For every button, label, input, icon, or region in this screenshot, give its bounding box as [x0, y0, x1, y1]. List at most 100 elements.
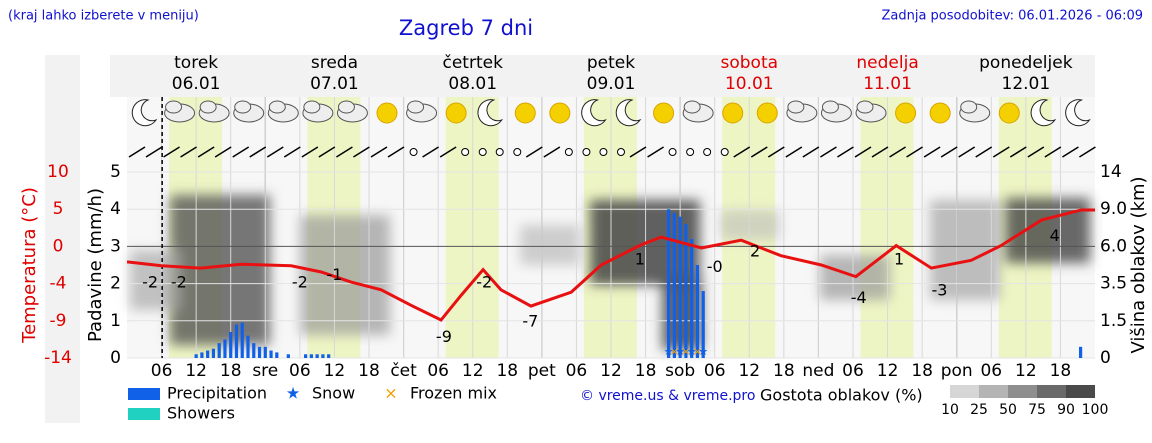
- precip-bar: [275, 352, 279, 358]
- wind-calm: [686, 148, 695, 156]
- precip-bar: [695, 265, 700, 358]
- frozen-marker: ×: [681, 345, 690, 358]
- frozen-marker: ×: [693, 345, 702, 358]
- snow-marker: ★: [675, 345, 685, 358]
- y-tick-label: 4: [110, 199, 121, 219]
- precip-bar: [701, 291, 705, 358]
- wind-calm: [703, 148, 712, 156]
- wind-barb: [923, 146, 941, 158]
- wind-barb: [370, 146, 388, 158]
- precip-bar: [206, 350, 210, 358]
- wind-barb: [301, 146, 319, 158]
- colorbar-cell: [979, 385, 1008, 398]
- wind-barb: [145, 146, 163, 158]
- x-tick-label: ned: [802, 361, 834, 381]
- precip-bar: [252, 343, 256, 358]
- wind-barb: [889, 146, 906, 158]
- wind-barb: [975, 146, 993, 158]
- wind-barb: [992, 146, 1010, 158]
- updated: Zadnja posodobitev: 06.01.2026 - 06:09: [881, 9, 1143, 24]
- wind-barb: [1062, 146, 1079, 158]
- x-tick-label: 18: [496, 361, 518, 381]
- day-date: 11.01: [863, 74, 912, 94]
- day-name: četrtek: [442, 53, 503, 73]
- weather-icon: [1065, 99, 1091, 127]
- precip-bar: [690, 238, 694, 358]
- precip-bar: [309, 354, 313, 358]
- precip-bar: [240, 322, 244, 358]
- side-panel: [45, 55, 80, 423]
- x-tick-label: sre: [252, 361, 278, 381]
- colorbar-cell: [1066, 385, 1095, 398]
- x-tick-label: 12: [600, 361, 622, 381]
- weather-icon: [1030, 99, 1057, 127]
- wind-barb: [871, 146, 889, 158]
- temperature-axis-title: Temperatura (°C): [19, 187, 40, 344]
- precip-bar: [1078, 346, 1083, 358]
- temperature-extreme: -2: [476, 273, 492, 292]
- colorbar-label: 75: [1028, 402, 1046, 418]
- day-name: sobota: [721, 53, 779, 73]
- x-tick-label: 06: [980, 361, 1002, 381]
- precip-bar: [223, 339, 227, 358]
- weather-icon: [549, 102, 571, 124]
- day-date: 09.01: [587, 74, 636, 94]
- colorbar-label: 100: [1082, 402, 1109, 418]
- y-axis-title: Padavine (mm/h): [85, 188, 106, 342]
- wind-barb: [854, 146, 872, 158]
- legend-label: Frozen mix: [410, 384, 497, 403]
- day-date: 06.01: [172, 74, 221, 94]
- weather-icon: [787, 100, 805, 114]
- precip-bar: [304, 354, 308, 358]
- temperature-extreme: -3: [931, 280, 947, 299]
- wind-barb: [214, 146, 232, 158]
- precip-bar: [684, 224, 688, 358]
- colorbar-cell: [950, 385, 979, 398]
- colorbar-cell: [1037, 385, 1066, 398]
- wind-barb: [422, 146, 439, 158]
- x-tick-label: 12: [185, 361, 207, 381]
- plot: ★ ★ ★ ★× × ×-2 -2 -2 -1-9-2-71 -02-41-34: [126, 97, 1096, 359]
- x-tick-label: 06: [289, 361, 311, 381]
- wind-calm: [513, 148, 522, 156]
- temperature-extreme: -2: [142, 273, 158, 292]
- temperature-extreme: 1: [635, 249, 645, 268]
- weather-icon: [615, 99, 642, 127]
- wind-barb: [1009, 146, 1027, 158]
- x-tick-label: 06: [566, 361, 588, 381]
- x-tick-label: 12: [324, 361, 346, 381]
- day-date: 10.01: [725, 74, 774, 94]
- x-tick-label: 18: [773, 361, 795, 381]
- x-tick-label: 06: [704, 361, 726, 381]
- snow-marker: ★: [664, 345, 674, 358]
- precip-bar: [667, 209, 671, 358]
- x-tick-label: 18: [1050, 361, 1072, 381]
- wind-barb: [283, 146, 301, 158]
- temperature-tick-label: 10: [47, 162, 69, 182]
- credit: © vreme.us & vreme.pro: [580, 388, 755, 404]
- wind-barb: [958, 146, 976, 158]
- temperature-tick-label: -14: [44, 348, 72, 368]
- colorbar-cell: [1008, 385, 1037, 398]
- day-date: 08.01: [448, 74, 497, 94]
- title: Zagreb 7 dni: [399, 16, 533, 40]
- colorbar-label: 25: [970, 402, 988, 418]
- precip-bar: [211, 348, 216, 358]
- wind-barb: [750, 146, 768, 158]
- daylight-band: [860, 97, 914, 358]
- y-tick-label: 0: [110, 348, 121, 368]
- wind-barb: [767, 146, 785, 158]
- x-tick-label: 06: [427, 361, 449, 381]
- weather-icon: [165, 100, 183, 114]
- wind-barb: [940, 146, 958, 158]
- wind-barb: [647, 146, 664, 158]
- temperature-extreme: 2: [750, 242, 760, 261]
- weather-icon: [895, 102, 917, 124]
- temperature-extreme: 4: [1050, 226, 1060, 245]
- x-tick-label: 12: [877, 361, 899, 381]
- x-tick-label: 06: [151, 361, 173, 381]
- y-tick-label: 2: [110, 274, 121, 294]
- wind-barb: [439, 146, 457, 158]
- day-name: sreda: [311, 53, 358, 73]
- precip-bar: [246, 335, 250, 358]
